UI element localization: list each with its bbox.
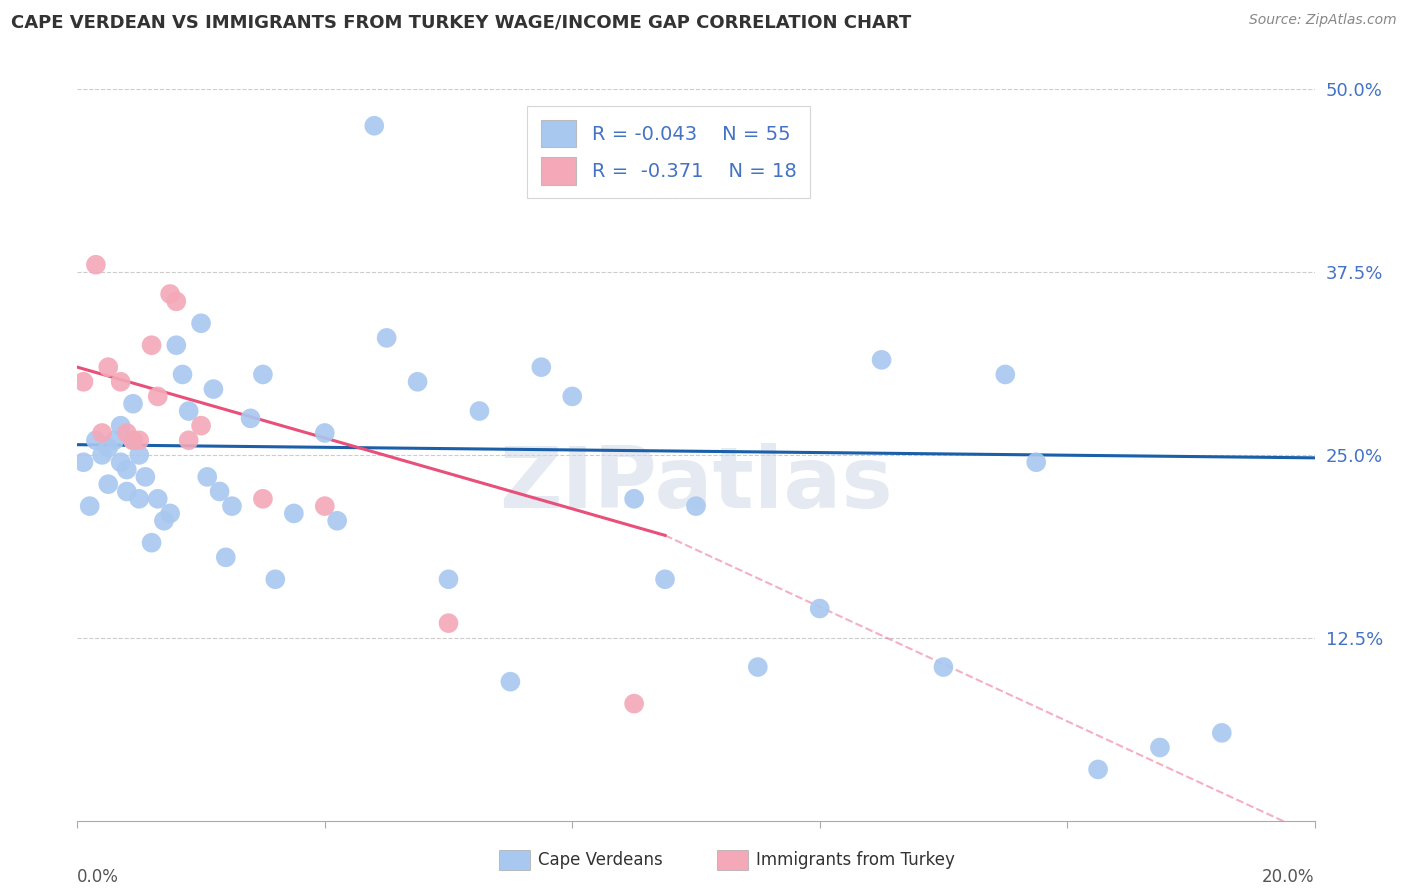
Point — [195, 470, 218, 484]
Point — [252, 491, 274, 506]
Point — [437, 572, 460, 586]
Point — [314, 499, 336, 513]
Point — [654, 572, 676, 586]
Point — [122, 397, 145, 411]
Point — [177, 404, 200, 418]
Text: CAPE VERDEAN VS IMMIGRANTS FROM TURKEY WAGE/INCOME GAP CORRELATION CHART: CAPE VERDEAN VS IMMIGRANTS FROM TURKEY W… — [11, 13, 911, 31]
Point — [208, 484, 231, 499]
Point — [134, 470, 156, 484]
Point — [79, 499, 101, 513]
Point — [747, 660, 769, 674]
Point — [115, 462, 138, 476]
Point — [91, 448, 114, 462]
Point — [165, 294, 187, 309]
Point — [103, 434, 125, 448]
Point — [283, 507, 305, 521]
Point — [115, 484, 138, 499]
Point — [202, 382, 225, 396]
Point — [153, 514, 176, 528]
Point — [146, 389, 169, 403]
Text: Source: ZipAtlas.com: Source: ZipAtlas.com — [1249, 13, 1396, 28]
Point — [97, 360, 120, 375]
Point — [623, 697, 645, 711]
Point — [1087, 763, 1109, 777]
Point — [1211, 726, 1233, 740]
Point — [870, 352, 893, 367]
Point — [141, 338, 163, 352]
Text: ZIPatlas: ZIPatlas — [499, 442, 893, 525]
Point — [239, 411, 262, 425]
Point — [172, 368, 194, 382]
Point — [177, 434, 200, 448]
Point — [159, 287, 181, 301]
Point — [97, 477, 120, 491]
Point — [530, 360, 553, 375]
Point — [110, 418, 132, 433]
Text: Immigrants from Turkey: Immigrants from Turkey — [756, 851, 955, 869]
Point — [375, 331, 398, 345]
Point — [264, 572, 287, 586]
Point — [808, 601, 831, 615]
Point — [91, 425, 114, 440]
Point — [97, 441, 120, 455]
Point — [128, 434, 150, 448]
Point — [685, 499, 707, 513]
Point — [468, 404, 491, 418]
Point — [122, 434, 145, 448]
Point — [84, 434, 107, 448]
Point — [72, 375, 94, 389]
Point — [128, 448, 150, 462]
Point — [115, 425, 138, 440]
Point — [110, 375, 132, 389]
Point — [932, 660, 955, 674]
Text: Cape Verdeans: Cape Verdeans — [538, 851, 664, 869]
Point — [165, 338, 187, 352]
Point — [221, 499, 243, 513]
Point — [314, 425, 336, 440]
Point — [326, 514, 349, 528]
Point — [252, 368, 274, 382]
Point — [122, 434, 145, 448]
Text: 0.0%: 0.0% — [77, 868, 120, 886]
Point — [84, 258, 107, 272]
Point — [110, 455, 132, 469]
Point — [215, 550, 238, 565]
Point — [190, 418, 212, 433]
Point — [1149, 740, 1171, 755]
Point — [72, 455, 94, 469]
Point — [437, 616, 460, 631]
Point — [994, 368, 1017, 382]
Point — [128, 491, 150, 506]
Point — [623, 491, 645, 506]
Point — [363, 119, 385, 133]
Point — [561, 389, 583, 403]
Point — [159, 507, 181, 521]
Point — [141, 535, 163, 549]
Legend: R = -0.043    N = 55, R =  -0.371    N = 18: R = -0.043 N = 55, R = -0.371 N = 18 — [527, 106, 810, 198]
Point — [146, 491, 169, 506]
Point — [499, 674, 522, 689]
Point — [190, 316, 212, 330]
Text: 20.0%: 20.0% — [1263, 868, 1315, 886]
Point — [1025, 455, 1047, 469]
Point — [406, 375, 429, 389]
